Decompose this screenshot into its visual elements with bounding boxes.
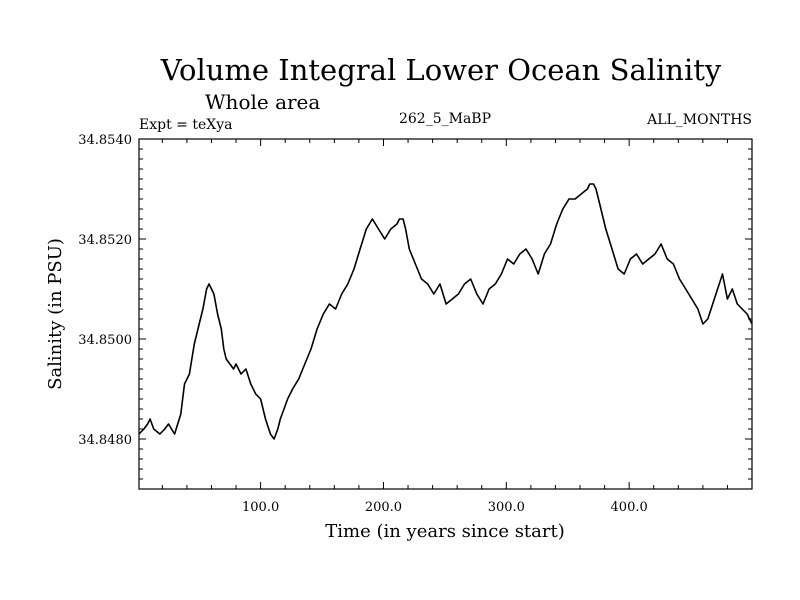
x-tick-label: 400.0 <box>611 500 648 515</box>
y-tick-label: 34.8480 <box>78 433 132 448</box>
x-axis-label: Time (in years since start) <box>325 521 565 542</box>
experiment-label: Expt = teXya <box>139 117 232 133</box>
y-tick-label: 34.8500 <box>78 333 132 348</box>
y-axis-ticks: 34.8480 34.8500 34.8520 34.8540 <box>78 133 752 490</box>
y-tick-label: 34.8520 <box>78 233 132 248</box>
x-tick-label: 300.0 <box>488 500 525 515</box>
y-axis-label: Salinity (in PSU) <box>45 238 66 390</box>
chart-title: Volume Integral Lower Ocean Salinity <box>160 53 722 87</box>
plot-frame <box>138 138 753 490</box>
y-tick-label: 34.8540 <box>78 133 132 148</box>
run-label: 262_5_MaBP <box>399 111 491 127</box>
months-label: ALL_MONTHS <box>646 112 752 128</box>
salinity-series-line <box>138 183 753 440</box>
x-tick-label: 200.0 <box>365 500 402 515</box>
chart-subtitle: Whole area <box>205 90 320 114</box>
x-axis-ticks: 100.0 200.0 300.0 400.0 <box>161 139 728 515</box>
x-tick-label: 100.0 <box>242 500 279 515</box>
